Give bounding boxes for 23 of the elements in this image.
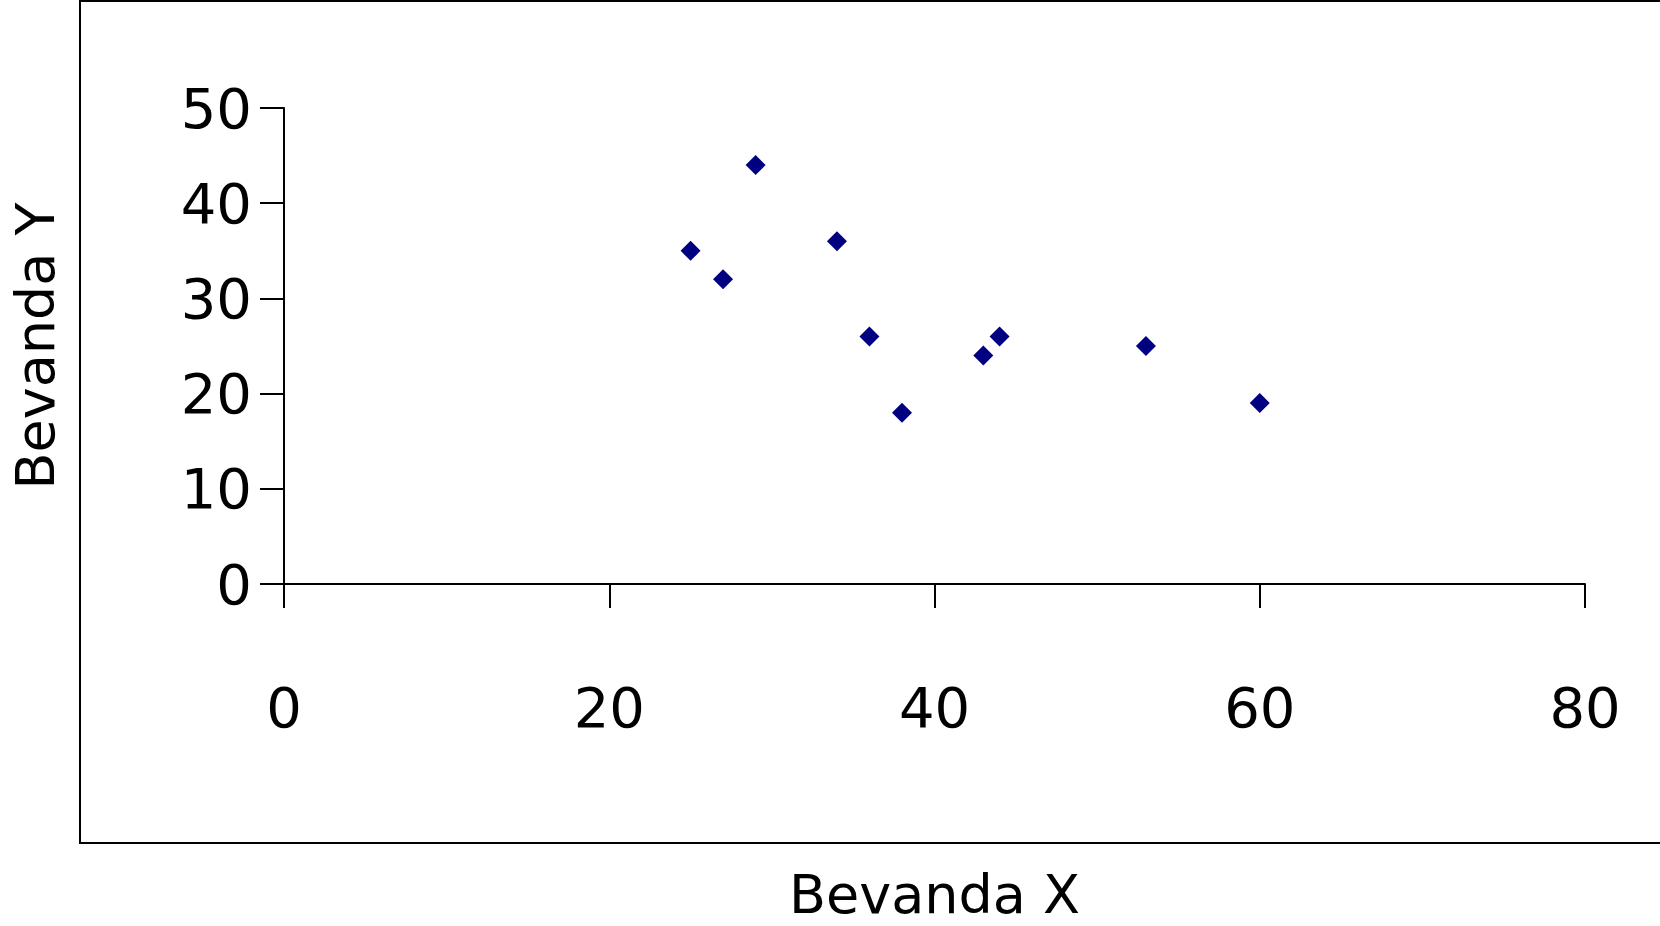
point	[989, 326, 1010, 347]
point	[1135, 336, 1156, 356]
point	[680, 240, 701, 261]
point	[891, 402, 912, 423]
y-tick-label: 30	[180, 265, 252, 331]
x-tick-label: 80	[1549, 674, 1621, 740]
y-axis-title: Bevanda Y	[3, 201, 67, 490]
y-tick-label: 10	[180, 456, 252, 522]
x-tick-label: 60	[1224, 674, 1296, 740]
y-tick-label: 20	[180, 361, 252, 427]
point	[713, 269, 734, 290]
y-tick-label: 0	[216, 551, 252, 617]
point	[745, 155, 766, 176]
y-tick-label: 40	[180, 170, 252, 236]
point	[1249, 393, 1270, 414]
x-tick-label: 20	[573, 674, 645, 740]
x-tick-label: 0	[266, 674, 302, 740]
x-axis-title: Bevanda X	[788, 862, 1081, 926]
point	[859, 326, 880, 347]
point	[973, 345, 994, 366]
point	[826, 231, 847, 252]
x-tick-label: 40	[898, 674, 971, 740]
y-tick-label: 50	[180, 75, 252, 141]
